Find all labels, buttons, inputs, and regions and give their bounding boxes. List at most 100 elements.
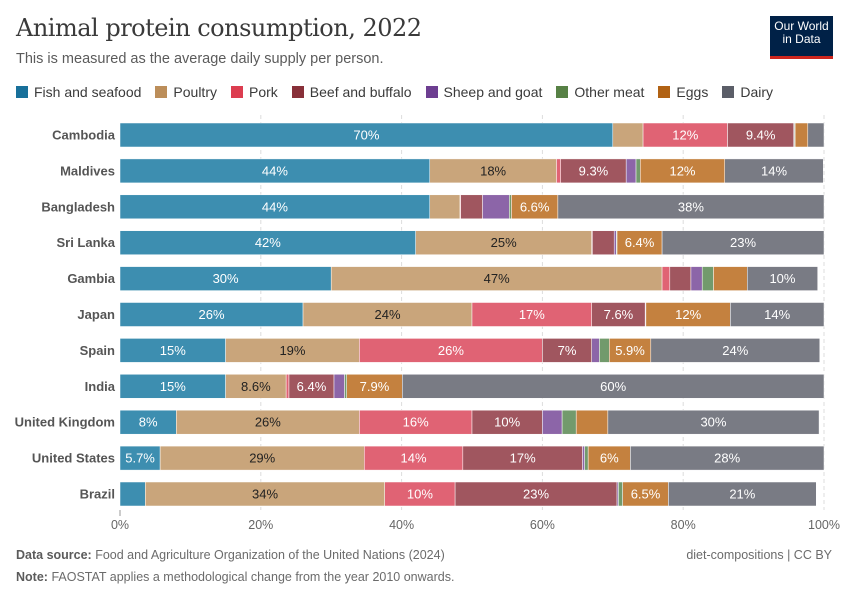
legend-label: Poultry (173, 84, 217, 100)
bar-segment (471, 302, 592, 327)
data-label: 25% (491, 235, 517, 250)
x-tick-label: 0% (111, 518, 129, 532)
bar-segment (701, 266, 714, 291)
data-label: 23% (523, 487, 549, 502)
category-label: Spain (80, 343, 115, 358)
bar-segment (724, 158, 824, 184)
chart-subtitle: This is measured as the average daily su… (16, 51, 384, 67)
bar-segment (669, 266, 692, 291)
data-label: 12% (672, 128, 698, 143)
category-label: United Kingdom (15, 415, 115, 430)
data-label: 10% (769, 271, 795, 286)
data-label: 7% (558, 343, 577, 358)
bar-segment (609, 338, 652, 363)
note-label: Note: (16, 570, 48, 584)
data-label: 26% (199, 307, 225, 322)
data-label: 30% (213, 271, 239, 286)
data-label: 17% (519, 307, 545, 322)
data-label: 19% (279, 343, 305, 358)
data-label: 6.5% (631, 487, 661, 502)
bar-segment (288, 374, 335, 399)
legend-item[interactable]: Poultry (155, 84, 217, 100)
note-text: FAOSTAT applies a methodological change … (51, 570, 455, 584)
note: Note: FAOSTAT applies a methodological c… (16, 570, 454, 584)
data-label: 12% (675, 307, 701, 322)
x-tick-label: 60% (530, 518, 555, 532)
bar-segment (225, 374, 287, 399)
legend-swatch (425, 86, 438, 98)
data-label: 8.6% (241, 379, 271, 394)
bar-segment (119, 445, 161, 471)
credit[interactable]: diet-compositions | CC BY (686, 548, 832, 562)
category-label: Sri Lanka (56, 235, 115, 250)
bar-segment (119, 122, 614, 148)
bar-segment (630, 445, 825, 471)
legend-label: Eggs (676, 84, 709, 100)
bar-segment (557, 194, 825, 220)
bar-segment (119, 158, 431, 184)
bar-segment (119, 266, 332, 291)
data-label: 6.4% (297, 379, 327, 394)
bar-segment (344, 374, 347, 399)
data-label: 60% (600, 379, 626, 394)
bar-segment (285, 374, 290, 399)
x-tick-label: 100% (808, 518, 840, 532)
legend-label: Dairy (740, 84, 773, 100)
source-label: Data source: (16, 548, 92, 562)
data-label: 17% (510, 451, 536, 466)
bar-segment (471, 409, 543, 435)
bar-segment (462, 445, 583, 471)
category-label: Maldives (60, 163, 115, 178)
legend-item[interactable]: Pork (230, 84, 278, 100)
legend: Fish and seafood Poultry Pork Beef and buff… (16, 84, 773, 100)
bar-segment (794, 122, 809, 148)
legend-swatch (658, 86, 671, 98)
data-label: 24% (375, 307, 401, 322)
bar-segment (384, 481, 456, 507)
legend-item[interactable]: Eggs (658, 84, 708, 100)
legend-item[interactable]: Dairy (722, 84, 773, 100)
bar-segment (661, 266, 671, 291)
bar-segment (635, 158, 641, 184)
legend-swatch (291, 86, 304, 98)
legend-item[interactable]: Fish and seafood (16, 84, 141, 100)
data-label: 18% (480, 163, 506, 178)
bar-segment (511, 194, 559, 220)
bar-segment (607, 409, 820, 435)
legend-item[interactable]: Other meat (556, 84, 644, 100)
bar-segment (460, 194, 483, 220)
bar-segment (159, 445, 365, 471)
bar-segment (587, 445, 631, 471)
legend-swatch (230, 86, 243, 98)
bar-segment (364, 445, 464, 471)
x-tick-label: 20% (248, 518, 273, 532)
legend-swatch (16, 86, 28, 98)
data-label: 44% (262, 163, 288, 178)
legend-item[interactable]: Beef and buffalo (291, 84, 412, 100)
bar-segment (730, 302, 825, 327)
bar-segment (747, 266, 818, 291)
data-label: 42% (255, 235, 281, 250)
data-label: 28% (714, 451, 740, 466)
category-label: Japan (77, 307, 115, 322)
bar-segment (582, 445, 585, 471)
bar-segment (613, 230, 617, 255)
data-label: 10% (494, 415, 520, 430)
legend-label: Pork (248, 84, 278, 100)
data-label: 47% (484, 271, 510, 286)
data-label: 26% (255, 415, 281, 430)
data-label: 70% (353, 128, 379, 143)
category-label: Brazil (80, 487, 115, 502)
data-label: 9.3% (579, 163, 609, 178)
source-text[interactable]: Food and Agriculture Organization of the… (95, 548, 445, 562)
legend-label: Beef and buffalo (309, 84, 412, 100)
owid-logo[interactable]: Our World in Data (770, 16, 833, 59)
bar-segment (591, 338, 600, 363)
bar-segment (645, 302, 731, 327)
bar-segment (668, 481, 817, 507)
legend-item[interactable]: Sheep and goat (425, 84, 542, 100)
bar-segment (575, 409, 609, 435)
bar-segment (454, 481, 618, 507)
data-label: 8% (139, 415, 158, 430)
